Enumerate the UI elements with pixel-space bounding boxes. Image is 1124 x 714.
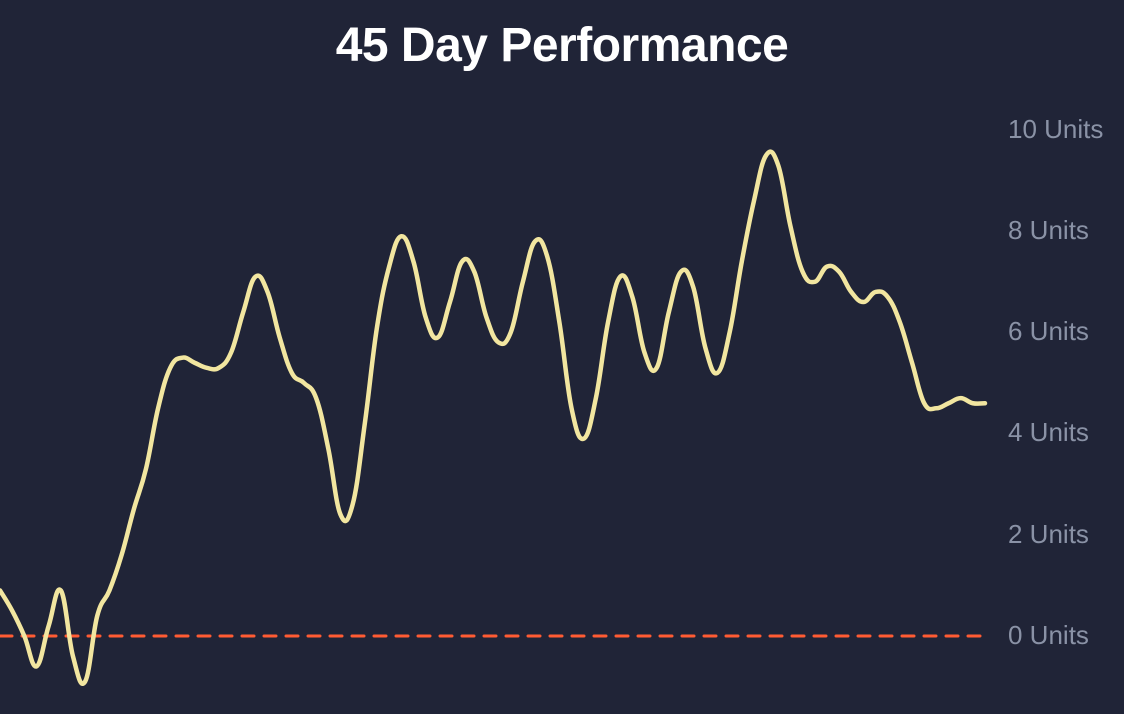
chart-plot xyxy=(0,0,1124,714)
y-axis-label: 0 Units xyxy=(1008,620,1089,651)
performance-chart: 45 Day Performance 0 Units2 Units4 Units… xyxy=(0,0,1124,714)
y-axis-label: 6 Units xyxy=(1008,316,1089,347)
y-axis-label: 4 Units xyxy=(1008,417,1089,448)
y-axis-label: 10 Units xyxy=(1008,114,1103,145)
y-axis-label: 8 Units xyxy=(1008,215,1089,246)
performance-line xyxy=(0,152,985,684)
y-axis-label: 2 Units xyxy=(1008,519,1089,550)
